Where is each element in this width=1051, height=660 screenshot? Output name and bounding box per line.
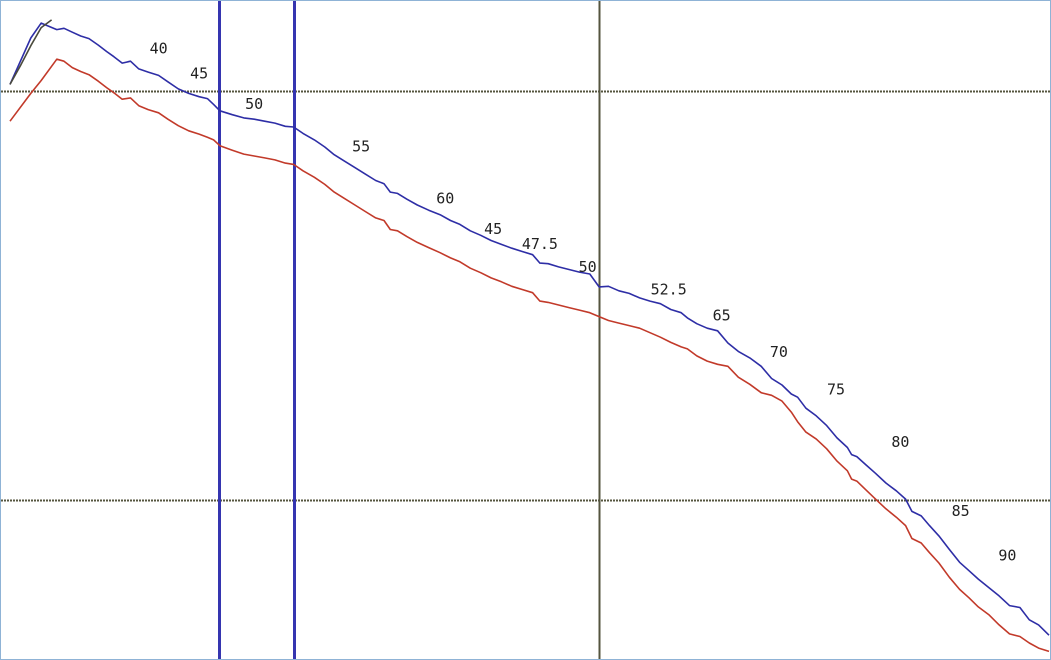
step-label-1: 40 [150, 39, 168, 57]
step-label-12: 75 [827, 381, 845, 399]
step-label-5: 60 [436, 190, 454, 208]
series-line-lower [9, 58, 1050, 653]
step-label-15: 90 [998, 546, 1016, 564]
series-line-upper [9, 22, 1050, 636]
step-label-7: 47.5 [522, 235, 558, 253]
step-label-9: 52.5 [651, 281, 687, 299]
series-traces [9, 19, 1050, 653]
step-label-4: 55 [352, 138, 370, 156]
step-label-2: 45 [190, 65, 208, 83]
step-label-3: 50 [245, 95, 263, 113]
step-label-8: 50 [579, 258, 597, 276]
step-label-13: 80 [891, 433, 909, 451]
series-line-start [9, 19, 53, 85]
step-label-10: 65 [713, 307, 731, 325]
step-label-6: 45 [484, 220, 502, 238]
step-label-14: 85 [952, 502, 970, 520]
step-label-11: 70 [770, 343, 788, 361]
step-labels: 40 45 50 55 60 45 47.5 50 52.5 65 70 75 80 85 90 [150, 39, 1017, 564]
